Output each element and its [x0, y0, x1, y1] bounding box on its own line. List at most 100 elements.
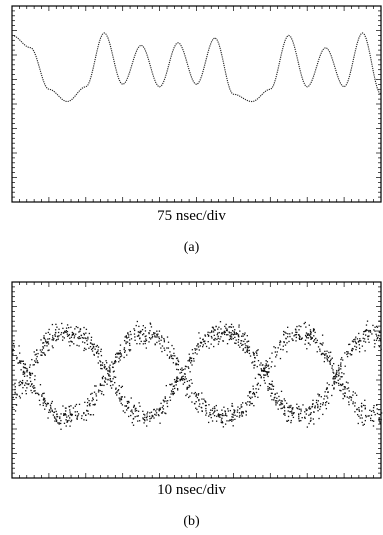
eye-sample-dot — [361, 417, 363, 419]
eye-sample-dot — [205, 407, 207, 410]
eye-sample-dot — [74, 414, 77, 417]
eye-sample-dot — [207, 334, 210, 337]
eye-sample-dot — [281, 407, 284, 409]
eye-sample-dot — [143, 413, 145, 416]
eye-sample-dot — [103, 367, 106, 369]
eye-sample-dot — [301, 337, 303, 339]
eye-sample-dot — [289, 333, 291, 335]
eye-sample-dot — [224, 411, 227, 413]
eye-sample-dot — [372, 407, 375, 409]
eye-sample-dot — [284, 331, 286, 333]
eye-sample-dot — [43, 392, 45, 394]
eye-sample-dot — [364, 350, 366, 352]
eye-sample-dot — [267, 388, 269, 390]
eye-sample-dot — [274, 351, 276, 353]
eye-sample-dot — [346, 396, 348, 398]
eye-sample-dot — [100, 364, 102, 366]
eye-sample-dot — [223, 414, 225, 417]
eye-sample-dot — [315, 337, 317, 340]
eye-sample-dot — [127, 332, 129, 334]
eye-sample-dot — [160, 412, 163, 414]
eye-sample-dot — [358, 410, 361, 412]
eye-sample-dot — [271, 352, 273, 354]
eye-sample-dot — [132, 424, 135, 426]
eye-sample-dot — [242, 402, 244, 404]
eye-sample-dot — [292, 407, 294, 409]
eye-sample-dot — [189, 356, 191, 359]
eye-diagram-plot-b — [11, 281, 383, 479]
eye-sample-dot — [27, 383, 29, 386]
eye-sample-dot — [46, 403, 48, 406]
eye-sample-dot — [144, 416, 146, 419]
eye-sample-dot — [172, 388, 174, 390]
eye-sample-dot — [24, 384, 26, 386]
eye-sample-dot — [340, 384, 342, 387]
eye-sample-dot — [176, 378, 178, 380]
eye-sample-dot — [270, 395, 272, 397]
eye-sample-dot — [61, 322, 63, 325]
eye-sample-dot — [83, 349, 85, 352]
eye-sample-dot — [128, 348, 130, 351]
eye-sample-dot — [154, 343, 156, 345]
eye-sample-dot — [52, 414, 54, 416]
eye-sample-dot — [235, 339, 237, 341]
eye-sample-dot — [26, 380, 28, 382]
eye-sample-dot — [267, 371, 269, 373]
eye-sample-dot — [129, 330, 131, 333]
eye-sample-dot — [186, 380, 188, 383]
eye-sample-dot — [310, 338, 312, 340]
eye-sample-dot — [300, 338, 303, 340]
eye-sample-dot — [347, 352, 349, 355]
eye-sample-dot — [107, 370, 109, 372]
eye-sample-dot — [156, 335, 158, 337]
eye-sample-dot — [68, 333, 71, 336]
eye-sample-dot — [13, 342, 15, 345]
eye-sample-dot — [164, 349, 166, 351]
eye-sample-dot — [298, 414, 300, 416]
eye-sample-dot — [308, 324, 310, 326]
eye-sample-dot — [72, 333, 75, 335]
eye-sample-dot — [316, 341, 318, 344]
eye-sample-dot — [252, 385, 254, 387]
eye-sample-dot — [85, 419, 88, 421]
eye-sample-dot — [213, 414, 216, 417]
eye-sample-dot — [351, 350, 353, 352]
eye-sample-dot — [42, 404, 44, 407]
eye-sample-dot — [373, 339, 375, 341]
eye-sample-dot — [76, 417, 78, 420]
eye-sample-dot — [21, 392, 23, 395]
eye-sample-dot — [162, 399, 165, 401]
eye-sample-dot — [31, 392, 33, 394]
eye-sample-dot — [366, 320, 369, 322]
eye-sample-dot — [171, 383, 173, 385]
eye-sample-dot — [120, 397, 122, 400]
eye-sample-dot — [286, 420, 288, 422]
eye-sample-dot — [278, 399, 281, 401]
eye-sample-dot — [19, 360, 21, 363]
eye-sample-dot — [70, 405, 72, 407]
eye-sample-dot — [274, 365, 276, 367]
eye-sample-dot — [307, 337, 309, 339]
eye-sample-dot — [263, 369, 266, 371]
eye-sample-dot — [284, 410, 286, 412]
eye-sample-dot — [139, 338, 141, 340]
eye-sample-dot — [238, 336, 240, 338]
eye-sample-dot — [205, 345, 208, 348]
eye-sample-dot — [279, 340, 281, 342]
eye-sample-dot — [19, 352, 21, 354]
eye-sample-dot — [230, 331, 232, 334]
eye-sample-dot — [295, 336, 298, 339]
eye-sample-dot — [172, 354, 174, 357]
eye-pattern-dots — [12, 320, 383, 430]
eye-sample-dot — [170, 384, 172, 386]
eye-sample-dot — [155, 414, 157, 416]
eye-sample-dot — [344, 388, 346, 390]
eye-sample-dot — [133, 328, 135, 330]
eye-sample-dot — [325, 353, 327, 355]
eye-sample-dot — [103, 380, 106, 382]
eye-sample-dot — [275, 402, 277, 404]
eye-sample-dot — [100, 393, 103, 395]
eye-sample-dot — [181, 376, 183, 378]
eye-sample-dot — [237, 406, 239, 408]
eye-sample-dot — [227, 410, 230, 412]
